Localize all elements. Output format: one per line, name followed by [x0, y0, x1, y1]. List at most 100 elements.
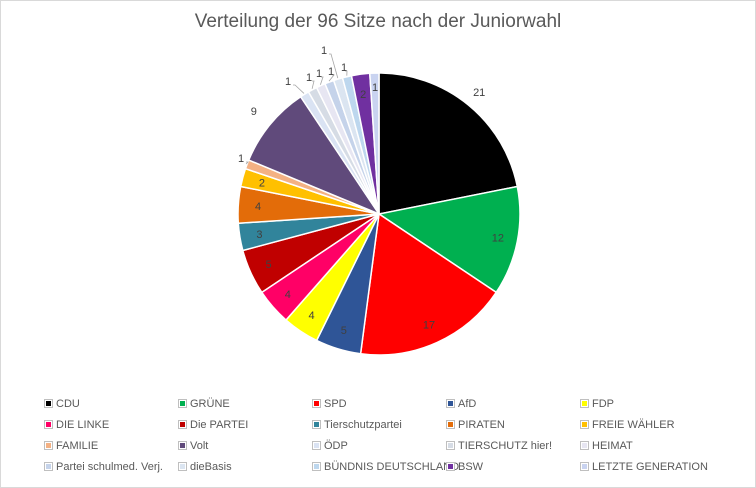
legend-row: DIE LINKE Die PARTEI Tierschutzpartei PIRAT… — [44, 414, 745, 435]
legend-swatch — [446, 420, 455, 429]
legend-swatch — [580, 441, 589, 450]
data-label-familie: 1 — [238, 153, 244, 165]
legend-swatch — [580, 420, 589, 429]
legend-item-afd: AfD — [446, 397, 581, 410]
data-label-freie-wahler: 2 — [259, 178, 265, 190]
legend-item-volt: Volt — [178, 439, 313, 452]
legend-label: Die PARTEI — [190, 418, 249, 431]
legend-item-cdu: CDU — [44, 397, 179, 410]
legend-swatch — [312, 399, 321, 408]
data-label-partei-schulmed-verj: 1 — [328, 66, 334, 78]
legend-swatch — [446, 462, 455, 471]
legend-label: SPD — [324, 397, 347, 410]
legend-item-tierschutzpartei: Tierschutzpartei — [312, 418, 447, 431]
legend-label: PIRATEN — [458, 418, 505, 431]
legend-item-odp: ÖDP — [312, 439, 447, 452]
legend-swatch — [312, 441, 321, 450]
legend-item-bsw: BSW — [446, 460, 581, 473]
data-label-die-partei: 5 — [265, 259, 271, 271]
legend-label: FAMILIE — [56, 439, 99, 452]
data-label-letzte-generation: 1 — [372, 82, 378, 94]
data-label-cdu: 21 — [473, 87, 485, 99]
legend-label: ÖDP — [324, 439, 348, 452]
data-label-fdp: 4 — [309, 310, 315, 322]
legend-swatch — [446, 399, 455, 408]
legend-label: AfD — [458, 397, 477, 410]
data-label-tierschutz-hier: 1 — [306, 72, 312, 84]
data-label-die-linke: 4 — [285, 289, 291, 301]
slice-grune — [377, 185, 521, 294]
legend-swatch — [178, 399, 187, 408]
legend-row: CDU GRÜNE SPD AfD FDP — [44, 393, 745, 414]
legend-swatch — [44, 420, 53, 429]
legend-item-letzte-generation: LETZTE GENERATION — [580, 460, 715, 473]
legend-swatch — [312, 462, 321, 471]
legend-label: GRÜNE — [190, 397, 230, 410]
legend-item-heimat: HEIMAT — [580, 439, 715, 452]
legend-label: dieBasis — [190, 460, 232, 473]
legend-item-familie: FAMILIE — [44, 439, 179, 452]
pie-slices — [237, 72, 521, 356]
legend-row: FAMILIE Volt ÖDP TIERSCHUTZ hier! HEIMAT — [44, 435, 745, 456]
legend-label: BÜNDNIS DEUTSCHLAND — [324, 460, 460, 473]
data-label-spd: 17 — [423, 320, 435, 332]
legend-swatch — [178, 462, 187, 471]
legend-item-grune: GRÜNE — [178, 397, 313, 410]
legend-item-diebasis: dieBasis — [178, 460, 313, 473]
legend-item-fdp: FDP — [580, 397, 715, 410]
leader-lines — [245, 53, 348, 165]
legend-swatch — [44, 399, 53, 408]
data-label-volt: 9 — [251, 106, 257, 118]
data-label-diebasis: 1 — [321, 45, 327, 57]
data-label-afd: 5 — [341, 325, 347, 337]
legend-label: Volt — [190, 439, 209, 452]
legend-swatch — [178, 420, 187, 429]
data-label-piraten: 4 — [255, 201, 261, 213]
legend-label: HEIMAT — [592, 439, 633, 452]
legend-swatch — [312, 420, 321, 429]
leader-line-odp — [293, 84, 305, 94]
legend-label: LETZTE GENERATION — [592, 460, 708, 473]
legend-swatch — [580, 462, 589, 471]
data-label-bsw: 2 — [360, 89, 366, 101]
data-label-tierschutzpartei: 3 — [256, 229, 262, 241]
slice-volt — [247, 95, 381, 216]
data-label-odp: 1 — [285, 76, 291, 88]
data-label-bundnis-deutschland: 1 — [341, 62, 347, 74]
legend-item-bundnis-deutschland: BÜNDNIS DEUTSCHLAND — [312, 461, 459, 473]
legend-item-freie-wahler: FREIE WÄHLER — [580, 418, 715, 431]
legend-item-partei-schulmed-verj: Partei schulmed. Verj. — [44, 460, 179, 473]
slice-cdu — [378, 72, 519, 215]
legend-label: Partei schulmed. Verj. — [56, 460, 163, 473]
chart-title: Verteilung der 96 Sitze nach der Juniorw… — [194, 11, 562, 32]
legend-swatch — [580, 399, 589, 408]
data-label-heimat: 1 — [316, 68, 322, 80]
legend-swatch — [44, 462, 53, 471]
legend-swatch — [44, 441, 53, 450]
legend-row: Partei schulmed. Verj. dieBasis BÜNDNIS DE… — [44, 456, 745, 477]
legend-item-piraten: PIRATEN — [446, 418, 581, 431]
data-label-grune: 12 — [492, 233, 504, 245]
legend-label: CDU — [56, 397, 80, 410]
legend-item-die-linke: DIE LINKE — [44, 418, 179, 431]
legend-label: BSW — [458, 460, 484, 473]
legend-item-die-partei: Die PARTEI — [178, 418, 313, 431]
leader-line-tierschutz-hier — [311, 80, 315, 89]
legend-label: DIE LINKE — [56, 418, 110, 431]
leader-line-diebasis — [329, 53, 339, 79]
legend: CDU GRÜNE SPD AfD FDP DIE LINKE Die PARTEI Tier… — [44, 393, 745, 477]
legend-item-tierschutz-hier: TIERSCHUTZ hier! — [446, 440, 581, 452]
legend-label: Tierschutzpartei — [324, 418, 402, 431]
leader-line-heimat — [320, 76, 324, 85]
legend-label: FDP — [592, 397, 614, 410]
slice-letzte-generation — [368, 72, 380, 215]
legend-swatch — [178, 441, 187, 450]
leader-line-familie — [245, 161, 249, 165]
slice-spd — [359, 212, 498, 356]
leader-line-bundnis-deutschland — [345, 70, 348, 76]
legend-label: FREIE WÄHLER — [592, 418, 675, 431]
legend-item-spd: SPD — [312, 397, 447, 410]
